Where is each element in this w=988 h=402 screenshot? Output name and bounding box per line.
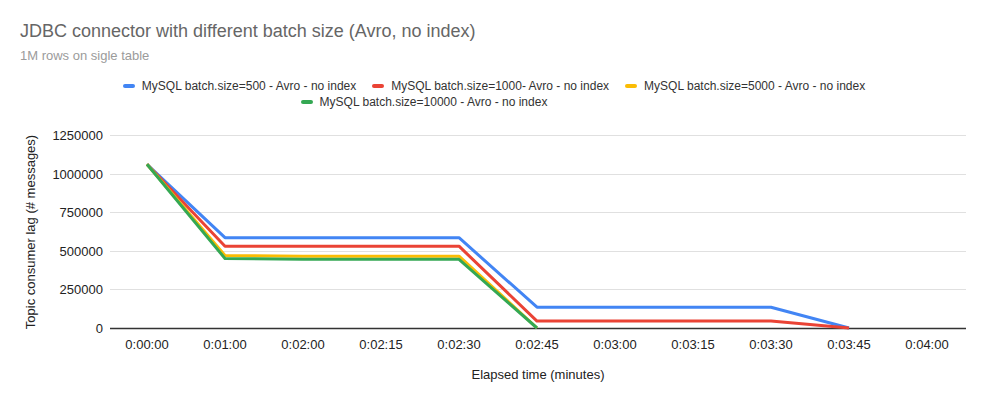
x-tick-label: 0:03:00	[593, 337, 636, 352]
x-tick-label: 0:03:45	[827, 337, 870, 352]
x-tick-label: 0:02:45	[515, 337, 558, 352]
chart-container[interactable]: JDBC connector with different batch size…	[0, 0, 988, 402]
y-tick-label: 1250000	[52, 128, 103, 143]
series-line-1	[147, 164, 849, 328]
y-tick-label: 750000	[60, 205, 103, 220]
x-tick-label: 0:00:00	[125, 337, 168, 352]
x-tick-label: 0:04:00	[905, 337, 948, 352]
x-tick-label: 0:02:15	[359, 337, 402, 352]
x-tick-label: 0:03:15	[671, 337, 714, 352]
x-axis-title: Elapsed time (minutes)	[110, 367, 966, 382]
y-tick-label: 0	[96, 321, 103, 336]
x-tick-label: 0:02:00	[281, 337, 324, 352]
x-tick-label: 0:03:30	[749, 337, 792, 352]
y-axis-title: Topic consumer lag (# messages)	[23, 135, 38, 329]
x-tick-label: 0:01:00	[203, 337, 246, 352]
plot-area: 0 250000 500000 750000 1000000 1250000 0:00:00…	[0, 0, 988, 402]
x-tick-label: 0:02:30	[437, 337, 480, 352]
y-tick-label: 250000	[60, 282, 103, 297]
y-tick-label: 500000	[60, 244, 103, 259]
y-tick-label: 1000000	[52, 167, 103, 182]
